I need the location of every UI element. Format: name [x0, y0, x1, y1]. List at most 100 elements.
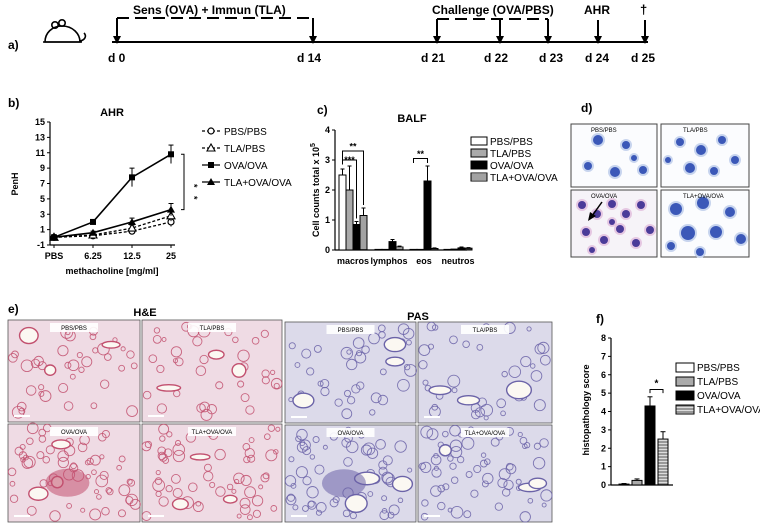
cell-nucleus [622, 141, 630, 149]
cell-nucleus [725, 207, 735, 217]
alveolus [534, 343, 546, 355]
alveolus [232, 336, 239, 344]
phase-challenge: Challenge (OVA/PBS) [432, 3, 554, 17]
cytospin-label: PBS/PBS [591, 128, 617, 134]
tissue-frame [417, 424, 553, 523]
chart-f-y-label: histopathology score [581, 364, 591, 455]
chart-c-significance-mark: ** [349, 142, 357, 152]
chart-b-point [90, 218, 96, 225]
chart-c-significance-bracket [342, 150, 364, 205]
alveolus [118, 455, 126, 463]
panel-d-label: d) [581, 101, 592, 115]
alveolus [239, 504, 251, 515]
alveolus [407, 467, 413, 473]
alveolus [9, 480, 16, 487]
alveolus [397, 378, 410, 392]
cell-nucleus [697, 197, 709, 209]
alveolus [240, 393, 250, 403]
airway [43, 364, 57, 376]
alveolus [431, 467, 442, 478]
alveolus [76, 351, 83, 359]
alveolus [295, 466, 308, 479]
chart-b-x-label: methacholine [mg/ml] [65, 266, 158, 276]
alveolus [33, 355, 44, 367]
chart-c-bar [345, 189, 354, 251]
alveolus [362, 442, 376, 456]
chart-f-y-tick-label: 1 [601, 462, 606, 472]
he-tissue-image: PBS/PBS [7, 319, 141, 423]
alveolus [343, 389, 352, 397]
chart-b-legend-marker [207, 178, 215, 185]
cell-nucleus [610, 167, 620, 177]
alveolus [343, 457, 353, 467]
alveolus [261, 376, 270, 385]
alveolus [153, 327, 161, 334]
airway [101, 340, 121, 349]
alveolus [270, 369, 276, 375]
alveolus [192, 501, 204, 513]
cytospin-image: PBS/PBS [570, 123, 658, 188]
chart-f-legend-swatch [675, 390, 695, 401]
chart-b-series: OVA/OVA [51, 144, 268, 241]
alveolus [378, 466, 388, 476]
chart-f-legend-swatch [675, 376, 695, 387]
alveolus [449, 462, 457, 470]
alveolus [89, 454, 101, 466]
airway [505, 380, 533, 400]
alveolus [369, 409, 376, 416]
chart-c-legend-swatch [470, 160, 488, 170]
alveolus [461, 436, 475, 450]
arrow-d22 [496, 36, 504, 44]
alveolus [264, 433, 271, 440]
alveolus [66, 503, 72, 509]
alveolus [437, 501, 446, 511]
alveolus [480, 452, 487, 458]
alveolus [156, 364, 165, 374]
alveolus [465, 470, 473, 478]
alveolus [172, 443, 185, 456]
cytospin-image: TLA/PBS [660, 123, 750, 188]
chart-c-legend-swatch [470, 172, 488, 182]
alveolus [302, 446, 312, 456]
alveolus [286, 493, 296, 502]
alveolus [301, 348, 312, 359]
alveolus [299, 439, 311, 451]
chart-c-bar [430, 248, 439, 251]
chart-b-significance-mark: * [189, 196, 199, 200]
pas-tissue-image: PBS/PBS [284, 321, 417, 424]
alveolus [432, 324, 439, 331]
alveolus [520, 355, 532, 368]
alveolus [346, 396, 356, 405]
alveolus [404, 364, 417, 377]
alveolus [265, 449, 278, 462]
airway [222, 494, 238, 504]
cell-nucleus [608, 200, 616, 208]
alveolus [156, 403, 167, 414]
airway [189, 453, 211, 461]
chart-f-legend-swatch [675, 362, 695, 373]
chart-c-significance-mark: ** [417, 149, 425, 159]
chart-c-bar [359, 215, 368, 251]
alveolus [57, 456, 69, 469]
chart-f-bar [644, 405, 656, 486]
alveolus [315, 509, 322, 516]
inflammation-focus [45, 468, 90, 497]
panel-a: a) [8, 2, 655, 65]
chart-b-y-label: PenH [10, 172, 20, 195]
alveolus [78, 366, 85, 373]
alveolus [86, 457, 94, 466]
alveolus [294, 362, 301, 368]
cytospin-image: TLA+OVA/OVA [660, 189, 750, 258]
alveolus [120, 346, 126, 352]
alveolus [302, 505, 309, 512]
phase-sacrifice: † [640, 2, 647, 17]
chart-b-series: TLA+OVA/OVA [50, 178, 292, 241]
challenge-bracket [436, 18, 549, 40]
alveolus [418, 462, 426, 471]
alveolus [118, 484, 131, 497]
alveolus [426, 428, 439, 441]
alveolus [23, 454, 29, 461]
pas-title: PAS [407, 311, 429, 323]
alveolus [158, 496, 169, 507]
chart-c-y-tick-label: 1 [325, 215, 330, 225]
